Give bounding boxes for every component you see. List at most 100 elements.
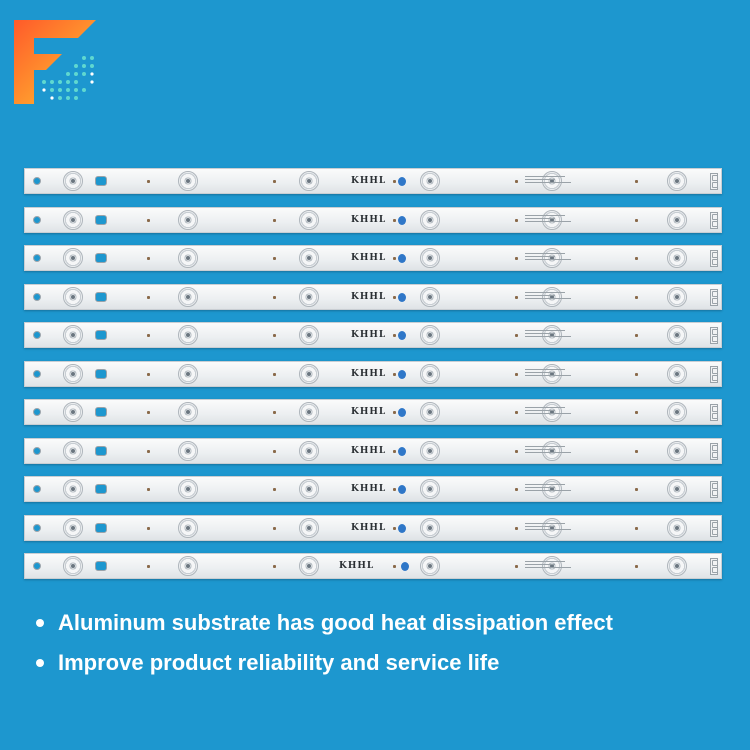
solder-pad-icon	[393, 180, 396, 183]
solder-pad-icon	[635, 411, 638, 414]
led-lens-icon	[178, 209, 198, 230]
solder-pad-icon	[273, 334, 276, 337]
connector-icon	[710, 211, 718, 229]
mounting-slot-icon	[95, 445, 107, 456]
solder-pad-icon	[635, 488, 638, 491]
solder-pad-icon	[147, 334, 150, 337]
printed-fineprint-icon	[525, 251, 571, 265]
solder-pad-icon	[635, 334, 638, 337]
led-lens-icon	[299, 209, 319, 230]
led-lens-icon	[667, 209, 687, 230]
bullet-dot-icon	[36, 659, 44, 667]
led-lens-icon	[178, 363, 198, 384]
led-strip-stack: KHHL KHHL KHHL KHHL KHHL KHHL KHHL KHHL KHHL KHHL…	[24, 168, 722, 579]
led-lens-icon	[667, 556, 687, 576]
solder-pad-icon	[147, 565, 150, 568]
led-lens-icon	[178, 402, 198, 422]
solder-pad-icon	[393, 372, 396, 376]
blue-dot-icon	[398, 523, 406, 533]
led-lens-icon	[667, 402, 687, 422]
led-strip: KHHL	[24, 283, 722, 310]
connector-icon	[710, 519, 718, 537]
led-lens-icon	[667, 171, 687, 191]
led-lens-icon	[63, 440, 83, 461]
solder-pad-icon	[515, 372, 518, 376]
solder-pad-icon	[273, 411, 276, 414]
mounting-slot-icon	[95, 407, 107, 417]
connector-icon	[710, 288, 718, 306]
strip-marking: KHHL	[351, 253, 387, 263]
brand-logo-icon	[14, 20, 96, 104]
led-lens-icon	[63, 209, 83, 230]
solder-pad-icon	[147, 218, 150, 222]
blue-dot-icon	[398, 177, 406, 186]
solder-pad-icon	[147, 411, 150, 414]
led-lens-icon	[420, 402, 440, 422]
led-lens-icon	[178, 286, 198, 307]
led-lens-icon	[667, 440, 687, 461]
solder-pad-icon	[393, 411, 396, 414]
connector-icon	[710, 404, 718, 421]
blue-dot-icon	[398, 292, 406, 302]
led-lens-icon	[63, 171, 83, 191]
solder-pad-icon	[515, 449, 518, 453]
printed-fineprint-icon	[525, 521, 571, 535]
solder-pad-icon	[393, 334, 396, 337]
led-lens-icon	[420, 325, 440, 345]
blue-dot-icon	[401, 562, 409, 571]
mounting-slot-icon	[95, 214, 107, 225]
solder-pad-icon	[147, 449, 150, 453]
feature-text: Aluminum substrate has good heat dissipa…	[58, 610, 613, 635]
led-lens-icon	[420, 209, 440, 230]
mounting-hole-icon	[33, 369, 41, 378]
mounting-slot-icon	[95, 253, 107, 263]
led-lens-icon	[63, 325, 83, 345]
led-lens-icon	[420, 479, 440, 499]
solder-pad-icon	[393, 257, 396, 260]
led-strip: KHHL	[24, 168, 722, 194]
blue-dot-icon	[398, 408, 406, 417]
solder-pad-icon	[515, 180, 518, 183]
solder-pad-icon	[635, 180, 638, 183]
connector-icon	[710, 365, 718, 383]
strip-marking: KHHL	[351, 214, 387, 225]
led-lens-icon	[299, 440, 319, 461]
printed-fineprint-icon	[525, 559, 571, 573]
mounting-slot-icon	[95, 561, 107, 571]
blue-dot-icon	[398, 446, 406, 456]
solder-pad-icon	[393, 449, 396, 453]
led-lens-icon	[63, 286, 83, 307]
solder-pad-icon	[273, 449, 276, 453]
solder-pad-icon	[273, 295, 276, 299]
solder-pad-icon	[515, 334, 518, 337]
solder-pad-icon	[273, 180, 276, 183]
led-lens-icon	[420, 440, 440, 461]
strip-marking: KHHL	[351, 176, 387, 186]
strip-marking: KHHL	[351, 522, 387, 533]
blue-dot-icon	[398, 254, 406, 263]
led-lens-icon	[299, 363, 319, 384]
connector-icon	[710, 327, 718, 344]
led-lens-icon	[299, 479, 319, 499]
solder-pad-icon	[635, 257, 638, 260]
mounting-slot-icon	[95, 368, 107, 379]
solder-pad-icon	[273, 526, 276, 530]
solder-pad-icon	[393, 295, 396, 299]
led-lens-icon	[63, 402, 83, 422]
mounting-hole-icon	[33, 408, 41, 416]
printed-fineprint-icon	[525, 482, 571, 496]
solder-pad-icon	[635, 526, 638, 530]
strip-marking: KHHL	[351, 484, 387, 494]
solder-pad-icon	[147, 488, 150, 491]
printed-fineprint-icon	[525, 405, 571, 419]
strip-marking: KHHL	[339, 561, 375, 571]
printed-fineprint-icon	[525, 174, 571, 188]
led-lens-icon	[63, 556, 83, 576]
solder-pad-icon	[273, 565, 276, 568]
led-strip: KHHL	[24, 437, 722, 464]
printed-fineprint-icon	[525, 444, 571, 458]
led-lens-icon	[667, 517, 687, 538]
solder-pad-icon	[635, 218, 638, 222]
led-lens-icon	[299, 286, 319, 307]
led-strip: KHHL	[24, 206, 722, 233]
